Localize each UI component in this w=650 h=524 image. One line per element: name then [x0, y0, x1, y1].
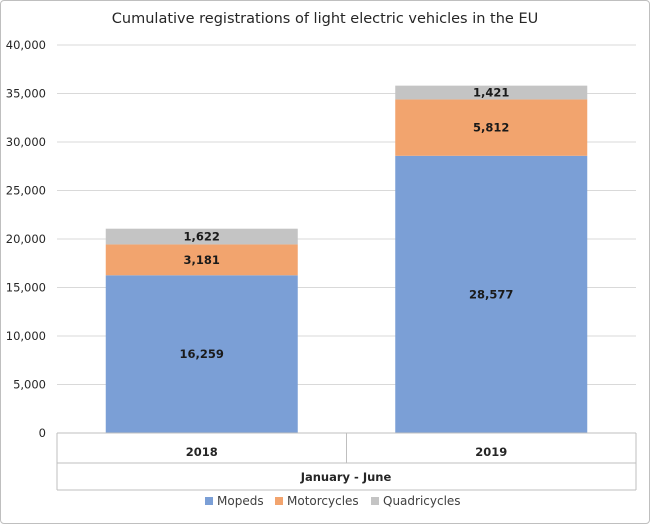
data-label: 1,421	[473, 86, 509, 100]
y-tick-label: 35,000	[6, 87, 46, 101]
y-tick-label: 5,000	[13, 378, 46, 392]
y-tick-label: 20,000	[6, 232, 46, 246]
y-tick-label: 0	[39, 426, 46, 440]
y-tick-label: 30,000	[6, 135, 46, 149]
data-label: 28,577	[469, 287, 513, 301]
x-tick-label: 2018	[186, 445, 218, 459]
bar-mopeds	[395, 155, 588, 433]
y-axis: 0 5,000 10,000 15,000 20,000 25,000 30,000 35,0…	[6, 38, 46, 440]
y-tick-label: 10,000	[6, 329, 46, 343]
data-label: 5,812	[473, 121, 509, 135]
chart-title: Cumulative registrations of light electr…	[112, 11, 538, 27]
y-tick-label: 40,000	[6, 38, 46, 52]
y-tick-label: 25,000	[6, 184, 46, 198]
x-axis-title: January - June	[300, 470, 392, 484]
legend-swatch-mopeds	[205, 497, 213, 505]
x-axis: 2018 2019	[56, 432, 637, 491]
legend-swatch-motorcycles	[275, 497, 283, 505]
legend-label-quadricycles: Quadricycles	[383, 494, 461, 508]
legend: Mopeds Motorcycles Quadricycles	[205, 494, 461, 508]
legend-swatch-quadricycles	[371, 497, 379, 505]
bar-mopeds	[105, 275, 298, 433]
data-label: 16,259	[180, 347, 224, 361]
bar-motorcycles	[395, 99, 588, 156]
bars: 16,259 3,181 1,622 28,577 5,812 1,421	[105, 85, 588, 433]
y-tick-label: 15,000	[6, 281, 46, 295]
bar-motorcycles	[105, 244, 298, 276]
x-tick-label: 2019	[475, 445, 507, 459]
data-label: 1,622	[184, 230, 220, 244]
legend-label-motorcycles: Motorcycles	[287, 494, 359, 508]
data-label: 3,181	[184, 253, 220, 267]
bar-quadricycles	[105, 228, 298, 245]
legend-label-mopeds: Mopeds	[217, 494, 264, 508]
bar-quadricycles	[395, 85, 588, 100]
